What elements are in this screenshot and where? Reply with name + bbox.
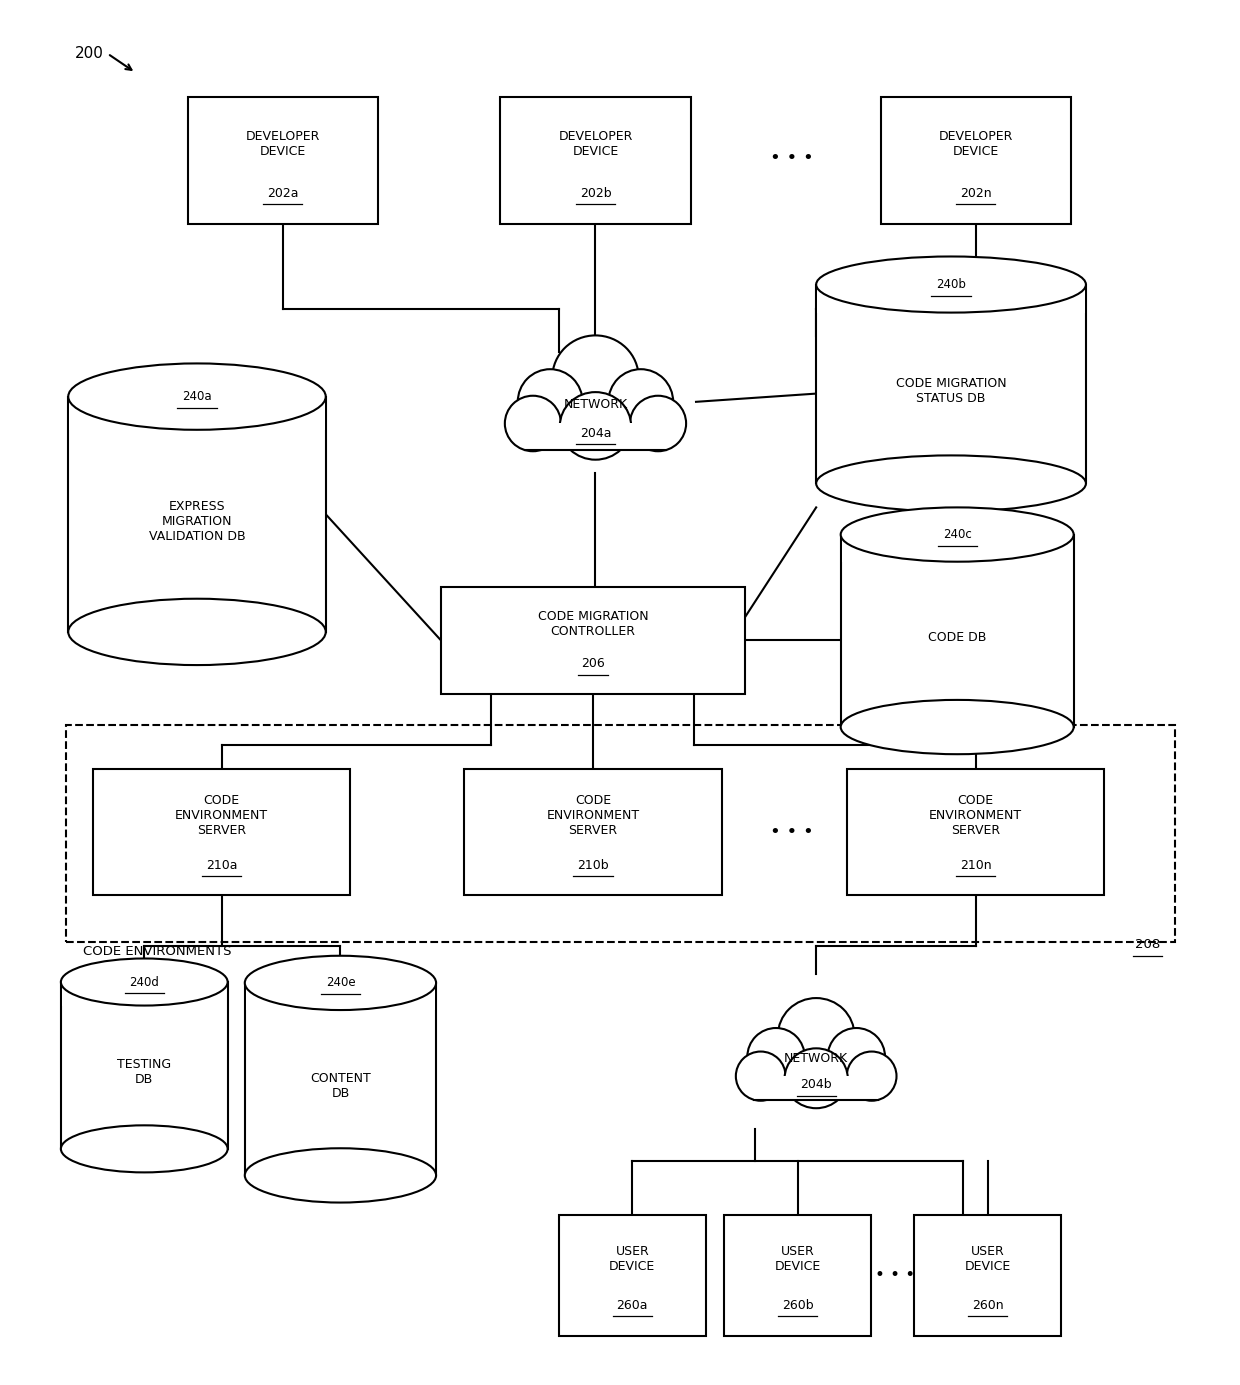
Ellipse shape <box>61 1126 228 1172</box>
Ellipse shape <box>735 1051 786 1101</box>
Text: 260a: 260a <box>616 1299 649 1312</box>
Text: DEVELOPER
DEVICE: DEVELOPER DEVICE <box>558 130 632 158</box>
Text: USER
DEVICE: USER DEVICE <box>775 1245 821 1273</box>
Text: 260b: 260b <box>782 1299 813 1312</box>
FancyBboxPatch shape <box>841 535 1074 727</box>
Text: EXPRESS
MIGRATION
VALIDATION DB: EXPRESS MIGRATION VALIDATION DB <box>149 500 246 543</box>
FancyBboxPatch shape <box>441 587 745 694</box>
Text: 208: 208 <box>1135 938 1159 951</box>
Ellipse shape <box>827 1028 885 1086</box>
Ellipse shape <box>609 370 673 435</box>
Text: CODE DB: CODE DB <box>928 632 986 644</box>
FancyBboxPatch shape <box>464 769 722 896</box>
FancyBboxPatch shape <box>914 1215 1061 1335</box>
Ellipse shape <box>748 1028 805 1086</box>
FancyBboxPatch shape <box>61 982 228 1150</box>
FancyBboxPatch shape <box>246 981 435 1010</box>
Text: NETWORK: NETWORK <box>784 1053 848 1065</box>
FancyBboxPatch shape <box>817 281 1085 313</box>
Text: 200: 200 <box>74 46 103 61</box>
FancyBboxPatch shape <box>244 983 436 1176</box>
Text: CONTENT
DB: CONTENT DB <box>310 1072 371 1100</box>
Ellipse shape <box>552 335 639 420</box>
FancyBboxPatch shape <box>847 769 1105 896</box>
Text: TESTING
DB: TESTING DB <box>118 1058 171 1086</box>
Ellipse shape <box>785 1048 848 1108</box>
FancyBboxPatch shape <box>754 1076 878 1100</box>
FancyBboxPatch shape <box>526 424 666 450</box>
Text: CODE ENVIRONMENTS: CODE ENVIRONMENTS <box>83 945 232 958</box>
Text: 210a: 210a <box>206 859 237 871</box>
Ellipse shape <box>847 1051 897 1101</box>
Text: 206: 206 <box>582 658 605 670</box>
Text: 240e: 240e <box>326 976 355 989</box>
Text: 204a: 204a <box>580 427 611 439</box>
FancyBboxPatch shape <box>842 532 1073 562</box>
Text: 210b: 210b <box>577 859 609 871</box>
Ellipse shape <box>244 1148 436 1202</box>
Text: CODE
ENVIRONMENT
SERVER: CODE ENVIRONMENT SERVER <box>547 795 640 838</box>
Ellipse shape <box>505 396 560 452</box>
Ellipse shape <box>841 507 1074 562</box>
Text: 240b: 240b <box>936 278 966 291</box>
Text: 240c: 240c <box>942 528 972 542</box>
Text: CODE
ENVIRONMENT
SERVER: CODE ENVIRONMENT SERVER <box>929 795 1022 838</box>
Ellipse shape <box>61 958 228 1006</box>
FancyBboxPatch shape <box>93 769 350 896</box>
Text: 204b: 204b <box>800 1078 832 1091</box>
FancyBboxPatch shape <box>816 284 1086 483</box>
Text: 260n: 260n <box>972 1299 1003 1312</box>
Text: CODE
ENVIRONMENT
SERVER: CODE ENVIRONMENT SERVER <box>175 795 268 838</box>
Ellipse shape <box>518 370 583 435</box>
Text: NETWORK: NETWORK <box>563 397 627 411</box>
Text: 240a: 240a <box>182 391 212 403</box>
Text: • • •: • • • <box>770 148 813 166</box>
FancyBboxPatch shape <box>880 97 1070 223</box>
FancyBboxPatch shape <box>501 97 691 223</box>
Ellipse shape <box>777 999 854 1073</box>
FancyBboxPatch shape <box>62 979 227 1006</box>
Ellipse shape <box>816 456 1086 511</box>
Ellipse shape <box>841 699 1074 755</box>
Text: • • •: • • • <box>874 1266 915 1284</box>
Text: DEVELOPER
DEVICE: DEVELOPER DEVICE <box>246 130 320 158</box>
Text: USER
DEVICE: USER DEVICE <box>965 1245 1011 1273</box>
Text: CODE MIGRATION
CONTROLLER: CODE MIGRATION CONTROLLER <box>538 609 649 638</box>
FancyBboxPatch shape <box>724 1215 872 1335</box>
Text: DEVELOPER
DEVICE: DEVELOPER DEVICE <box>939 130 1013 158</box>
Text: 210n: 210n <box>960 859 992 871</box>
Text: 240d: 240d <box>129 975 159 989</box>
Text: 202a: 202a <box>267 187 299 199</box>
FancyBboxPatch shape <box>559 1215 706 1335</box>
Ellipse shape <box>630 396 686 452</box>
Ellipse shape <box>560 392 631 460</box>
FancyBboxPatch shape <box>68 396 326 632</box>
Ellipse shape <box>68 363 326 429</box>
Text: 202b: 202b <box>579 187 611 199</box>
Text: 202n: 202n <box>960 187 992 199</box>
Text: CODE MIGRATION
STATUS DB: CODE MIGRATION STATUS DB <box>895 377 1007 404</box>
Text: • • •: • • • <box>770 823 813 841</box>
FancyBboxPatch shape <box>69 393 325 429</box>
Ellipse shape <box>68 598 326 665</box>
Ellipse shape <box>244 956 436 1010</box>
FancyBboxPatch shape <box>187 97 378 223</box>
Text: USER
DEVICE: USER DEVICE <box>609 1245 656 1273</box>
Ellipse shape <box>816 256 1086 313</box>
